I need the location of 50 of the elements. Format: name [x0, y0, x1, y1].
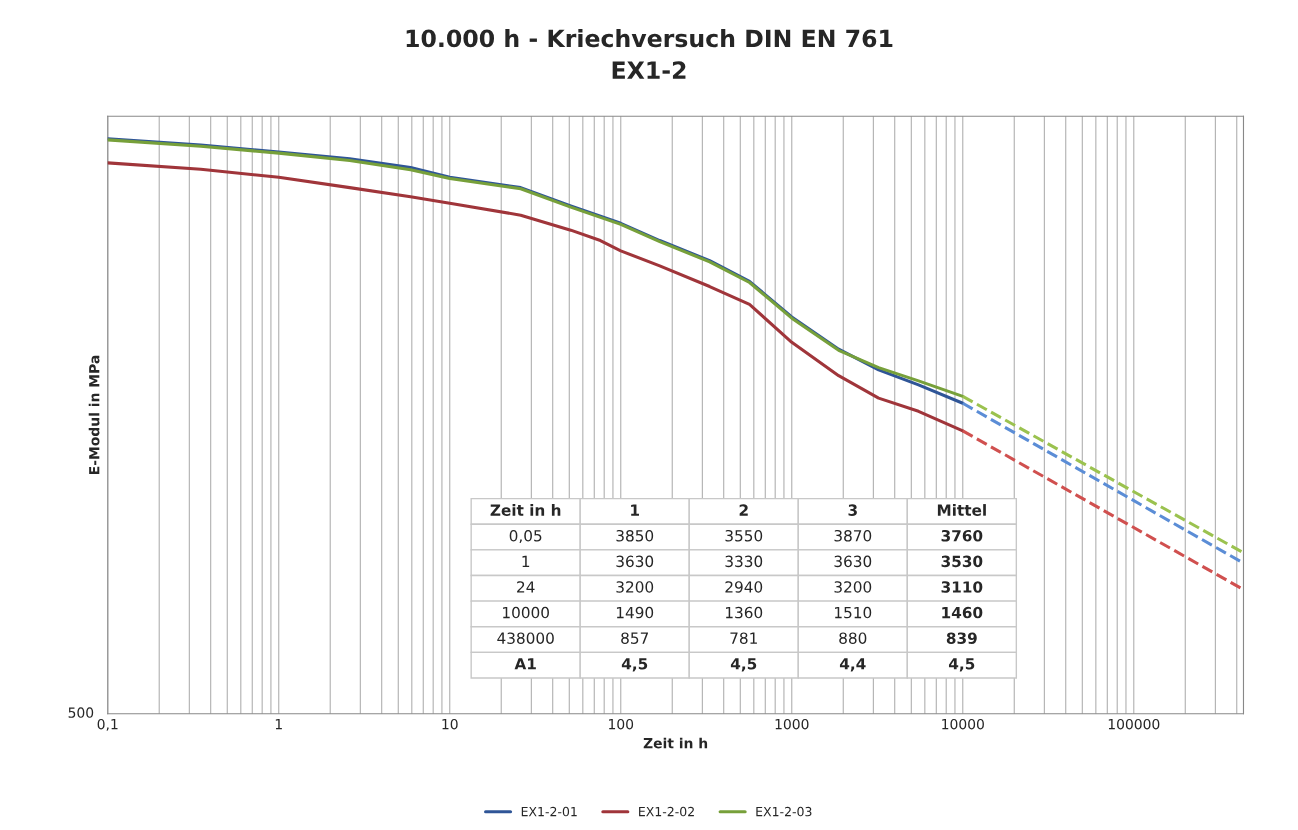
annotation: 0,05 [509, 529, 542, 544]
annotation: 1510 [835, 606, 872, 619]
annotation: 1 [522, 555, 530, 567]
annotation: 839 [946, 632, 977, 644]
annotation: 24 [517, 581, 535, 593]
x-tick-label: 0,1 [97, 718, 118, 731]
annotation: 438000 [497, 632, 554, 644]
annotation: 781 [730, 632, 757, 644]
x-axis-title: Zeit in h [643, 737, 708, 749]
annotation: Zeit in h [490, 504, 561, 516]
annotation: 4,4 [839, 658, 866, 672]
annotation: 3630 [616, 555, 654, 568]
y-axis-title: E-Modul in MPa [88, 355, 100, 474]
x-tick-label: 10 [442, 718, 458, 730]
legend-label: EX1-2-01 [521, 806, 577, 817]
x-tick-label: 10000 [942, 718, 984, 730]
annotation: 1360 [725, 606, 763, 619]
annotation: A1 [514, 658, 536, 670]
chart-title: 10.000 h - Kriechversuch DIN EN 761 [406, 29, 893, 48]
annotation: 3200 [834, 581, 872, 593]
x-tick-label: 100 [609, 718, 634, 730]
annotation: 3330 [725, 555, 763, 568]
x-tick-label: 1 [275, 719, 282, 730]
annotation: 3110 [941, 581, 983, 593]
annotation: 2940 [725, 581, 763, 593]
annotation: 10000 [503, 606, 549, 619]
annotation: 857 [621, 632, 648, 644]
annotation: 3870 [834, 529, 872, 542]
annotation: Mittel [937, 504, 986, 516]
text: 500 [68, 707, 94, 718]
annotation: 4,5 [730, 658, 757, 672]
annotation: 4,5 [948, 658, 975, 672]
legend-label: EX1-2-03 [756, 806, 812, 817]
annotation: 1490 [616, 606, 654, 619]
chart-subtitle: EX1-2 [612, 61, 686, 79]
annotation: 3550 [725, 529, 763, 542]
annotation: 3 [848, 504, 857, 516]
annotation: 1 [631, 504, 639, 516]
annotation: 3200 [616, 581, 654, 593]
annotation: 2 [739, 504, 748, 516]
annotation: 1460 [942, 606, 983, 619]
annotation: 3760 [941, 529, 983, 542]
annotation: 3530 [941, 555, 983, 568]
annotation: 4,5 [621, 658, 648, 672]
annotation: 3850 [616, 529, 654, 542]
x-tick-label: 100000 [1108, 718, 1160, 730]
annotation: 880 [839, 632, 867, 644]
annotation: 3630 [834, 555, 872, 568]
legend-label: EX1-2-02 [639, 806, 694, 817]
x-tick-label: 1000 [775, 718, 809, 730]
